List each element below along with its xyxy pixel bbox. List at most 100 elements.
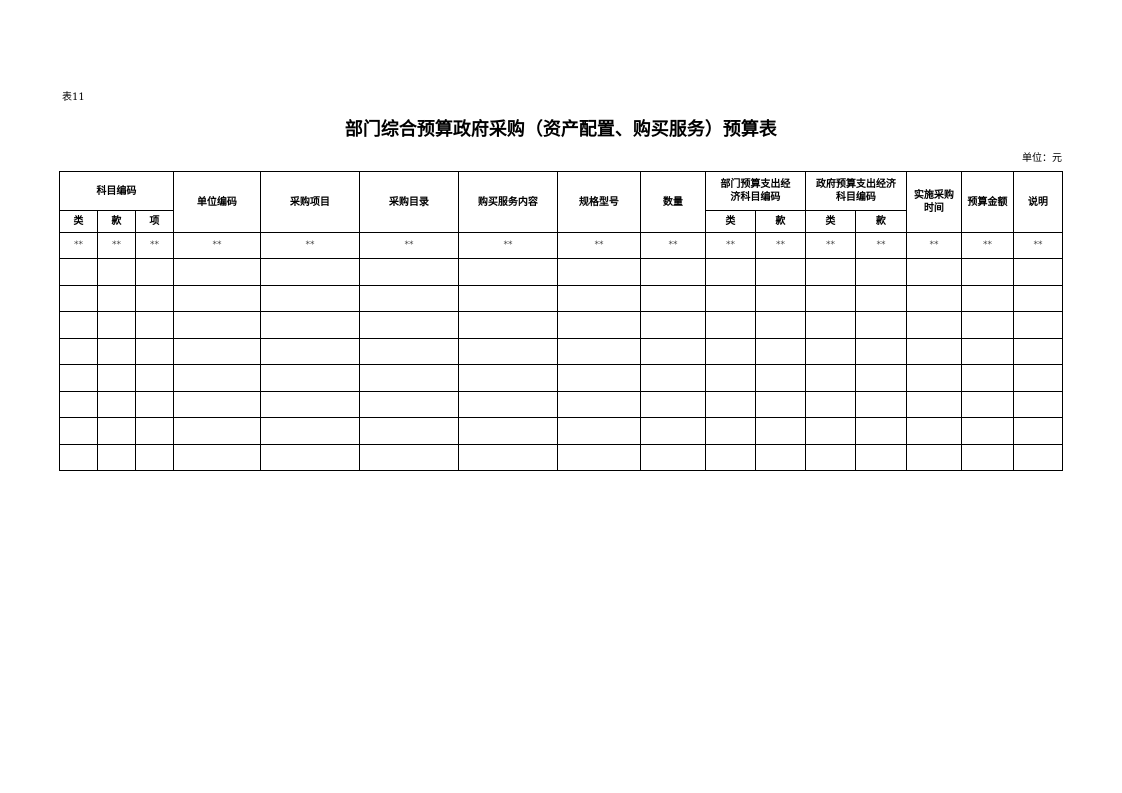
table-cell bbox=[260, 390, 361, 418]
table-cell bbox=[134, 443, 175, 471]
table-number: 表11 bbox=[62, 92, 85, 103]
table-cell bbox=[961, 258, 1015, 286]
placeholder-cell: ** bbox=[260, 232, 361, 259]
budget-table: 科目编码 单位编码 采购项目 采购目录 购买服务内容 规格型号 数量 部门预算支… bbox=[58, 171, 1064, 471]
table-cell bbox=[557, 443, 642, 471]
table-cell bbox=[906, 390, 963, 418]
table-cell bbox=[705, 311, 757, 339]
table-cell bbox=[705, 364, 757, 392]
header-subject-code: 科目编码 bbox=[58, 171, 175, 211]
table-cell bbox=[855, 443, 908, 471]
table-cell bbox=[458, 364, 559, 392]
table-cell bbox=[705, 337, 757, 365]
table-cell bbox=[458, 284, 559, 312]
table-row bbox=[59, 364, 1064, 392]
table-cell bbox=[855, 337, 908, 365]
table-cell bbox=[705, 284, 757, 312]
table-cell bbox=[906, 443, 963, 471]
table-cell bbox=[97, 364, 136, 392]
table-cell bbox=[557, 311, 642, 339]
table-cell bbox=[173, 364, 262, 392]
page-title: 部门综合预算政府采购（资产配置、购买服务）预算表 bbox=[345, 119, 777, 140]
table-cell bbox=[359, 443, 460, 471]
table-cell bbox=[97, 390, 136, 418]
table-cell bbox=[59, 417, 98, 445]
table-cell bbox=[173, 337, 262, 365]
table-cell bbox=[134, 284, 175, 312]
table-cell bbox=[755, 284, 807, 312]
table-cell bbox=[359, 417, 460, 445]
table-cell bbox=[97, 337, 136, 365]
table-cell bbox=[755, 390, 807, 418]
table-cell bbox=[640, 258, 707, 286]
table-cell bbox=[1013, 284, 1064, 312]
header-kuan: 款 bbox=[97, 210, 136, 233]
table-cell bbox=[557, 390, 642, 418]
table-row bbox=[59, 311, 1064, 339]
placeholder-cell: ** bbox=[173, 232, 262, 259]
table-cell bbox=[755, 311, 807, 339]
table-cell bbox=[458, 258, 559, 286]
table-cell bbox=[359, 364, 460, 392]
table-cell bbox=[134, 364, 175, 392]
header-purchase-item: 采购项目 bbox=[260, 171, 361, 233]
table-cell bbox=[458, 443, 559, 471]
table-cell bbox=[59, 443, 98, 471]
table-cell bbox=[855, 311, 908, 339]
table-cell bbox=[97, 284, 136, 312]
table-cell bbox=[906, 364, 963, 392]
header-quantity: 数量 bbox=[640, 171, 707, 233]
table-cell bbox=[640, 337, 707, 365]
header-lei: 类 bbox=[59, 210, 98, 233]
table-cell bbox=[640, 390, 707, 418]
table-cell bbox=[705, 417, 757, 445]
table-cell bbox=[1013, 443, 1064, 471]
table-row bbox=[59, 443, 1064, 471]
table-cell bbox=[97, 258, 136, 286]
table-cell bbox=[134, 390, 175, 418]
placeholder-cell: ** bbox=[59, 232, 98, 259]
placeholder-cell: ** bbox=[855, 232, 908, 259]
table-cell bbox=[458, 337, 559, 365]
table-cell bbox=[260, 443, 361, 471]
table-cell bbox=[260, 417, 361, 445]
table-cell bbox=[705, 390, 757, 418]
table-cell bbox=[855, 390, 908, 418]
header-service-content: 购买服务内容 bbox=[458, 171, 559, 233]
table-cell bbox=[805, 284, 857, 312]
header-purchase-time: 实施采购时间 bbox=[906, 171, 963, 233]
placeholder-cell: ** bbox=[961, 232, 1015, 259]
table-cell bbox=[805, 443, 857, 471]
table-cell bbox=[855, 284, 908, 312]
table-row bbox=[59, 390, 1064, 418]
table-cell bbox=[173, 443, 262, 471]
header-gov-lei: 类 bbox=[805, 210, 857, 233]
table-cell bbox=[755, 417, 807, 445]
table-cell bbox=[260, 337, 361, 365]
table-cell bbox=[59, 364, 98, 392]
header-unit-code: 单位编码 bbox=[173, 171, 262, 233]
table-cell bbox=[805, 364, 857, 392]
table-cell bbox=[260, 284, 361, 312]
table-cell bbox=[59, 311, 98, 339]
table-cell bbox=[458, 417, 559, 445]
header-gov-kuan: 款 bbox=[855, 210, 908, 233]
table-cell bbox=[59, 258, 98, 286]
table-cell bbox=[961, 417, 1015, 445]
table-cell bbox=[640, 443, 707, 471]
placeholder-cell: ** bbox=[755, 232, 807, 259]
table-cell bbox=[755, 258, 807, 286]
table-cell bbox=[1013, 364, 1064, 392]
placeholder-cell: ** bbox=[705, 232, 757, 259]
table-cell bbox=[755, 443, 807, 471]
table-cell bbox=[961, 443, 1015, 471]
table-cell bbox=[755, 364, 807, 392]
table-cell bbox=[906, 258, 963, 286]
table-cell bbox=[359, 258, 460, 286]
placeholder-cell: ** bbox=[359, 232, 460, 259]
table-row bbox=[59, 258, 1064, 286]
table-cell bbox=[805, 390, 857, 418]
placeholder-cell: ** bbox=[134, 232, 175, 259]
table-cell bbox=[260, 311, 361, 339]
table-cell bbox=[359, 337, 460, 365]
